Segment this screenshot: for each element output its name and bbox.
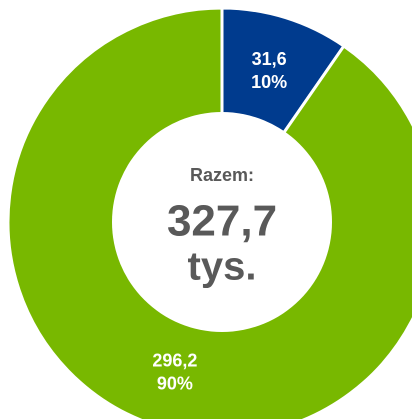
percentage-label: 10% bbox=[251, 72, 287, 92]
center-total: 327,7 bbox=[167, 197, 277, 246]
donut-hole bbox=[112, 112, 332, 332]
center-unit: tys. bbox=[188, 245, 257, 289]
value-label: 31,6 bbox=[252, 49, 287, 69]
percentage-label: 90% bbox=[157, 374, 193, 394]
value-label: 296,2 bbox=[152, 351, 197, 371]
center-caption: Razem: bbox=[190, 165, 254, 185]
